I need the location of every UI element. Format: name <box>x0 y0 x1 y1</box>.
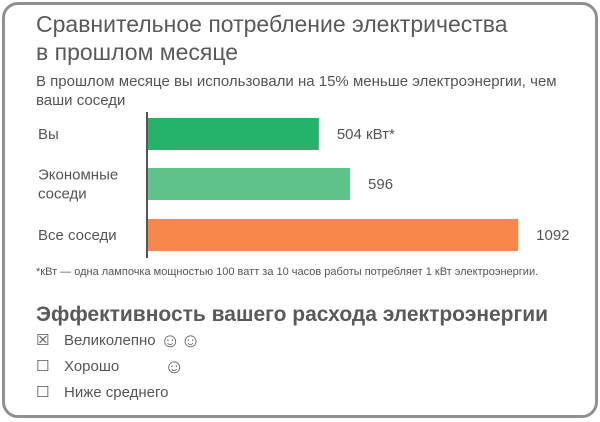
rating-label: Ниже среднего <box>64 384 169 401</box>
title-line-2: в прошлом месяце <box>36 39 239 65</box>
smiley-icon: ☺☺ <box>160 330 201 352</box>
rating-excellent: ☒ Великолепно ☺☺ <box>36 330 201 352</box>
checkbox-empty-icon: ☐ <box>36 358 50 375</box>
smiley-icon: ☺ <box>164 356 185 378</box>
rating-good: ☐ Хорошо ☺ <box>36 356 184 378</box>
value-label-2: 596 <box>368 176 393 193</box>
chart-title: Сравнительное потребление электричества … <box>36 10 508 66</box>
category-label-1: Вы <box>38 126 59 143</box>
rating-label: Великолепно <box>64 332 156 349</box>
bar-1 <box>148 118 319 150</box>
checkbox-checked-icon: ☒ <box>36 332 50 349</box>
bar-2 <box>148 168 351 200</box>
value-label-1: 504 кВт* <box>337 126 395 143</box>
rating-label: Хорошо <box>64 358 120 375</box>
rating-below-average: ☐ Ниже среднего <box>36 382 168 404</box>
category-label-2: Экономные соседи <box>38 167 118 203</box>
category-label-3: Все соседи <box>38 227 117 244</box>
title-line-1: Сравнительное потребление электричества <box>36 11 508 37</box>
footnote: *кВт — одна лампочка мощностью 100 ватт … <box>36 266 539 278</box>
comparison-card <box>2 2 598 418</box>
bar-3 <box>148 219 519 251</box>
chart-subtitle: В прошлом месяце вы использовали на 15% … <box>36 73 557 109</box>
efficiency-title: Эффективность вашего расхода электроэнер… <box>36 303 549 326</box>
checkbox-empty-icon: ☐ <box>36 384 50 401</box>
value-label-3: 1092 <box>536 227 569 244</box>
usage-bar-chart: 504 кВт* Вы 596 Экономные соседи 1092 Все сосе… <box>38 112 570 258</box>
